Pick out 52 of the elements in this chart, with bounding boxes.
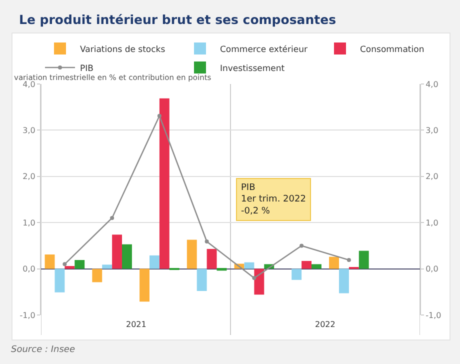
legend-label: PIB — [80, 64, 94, 74]
point — [62, 262, 67, 266]
y-tick-label: 1,0 — [22, 218, 36, 228]
bar — [254, 268, 264, 295]
source-note: Source : Insee — [11, 345, 76, 355]
bar — [102, 264, 112, 269]
bar — [216, 268, 227, 271]
text: 2022 — [315, 320, 336, 329]
bar — [122, 244, 132, 269]
bar — [186, 240, 197, 269]
y2-tick-label: 1,0 — [426, 218, 438, 228]
legend-label: Variations de stocks — [80, 44, 166, 55]
bar — [54, 268, 65, 292]
y-tick-label: -1,0 — [20, 310, 36, 320]
point — [204, 240, 209, 244]
bar — [140, 268, 150, 302]
point — [346, 258, 351, 262]
bar — [196, 268, 207, 291]
bar — [338, 268, 349, 294]
bar — [149, 255, 160, 269]
bar — [44, 254, 55, 269]
bar — [329, 256, 339, 269]
bar — [244, 262, 254, 269]
y-tick-label: 3,0 — [22, 126, 36, 135]
legend-label: Investissement — [220, 64, 286, 74]
text: 2021 — [126, 320, 146, 329]
bar — [312, 264, 322, 269]
y2-tick-label: 2,0 — [426, 172, 438, 182]
bar — [74, 260, 85, 269]
bar — [302, 260, 312, 269]
bar — [358, 250, 369, 269]
chart-title: Le produit intérieur brut et ses composantes — [19, 12, 336, 27]
legend-label: Consommation — [360, 44, 424, 55]
point — [252, 276, 256, 280]
y-tick-label: 2,0 — [22, 172, 36, 182]
bar — [112, 234, 122, 269]
bar — [64, 266, 75, 269]
bar — [292, 268, 302, 280]
y2-tick-label: 4,0 — [426, 80, 438, 89]
y2-tick-label: 3,0 — [426, 126, 438, 135]
bar — [159, 98, 170, 269]
bar — [206, 248, 217, 269]
point — [157, 114, 162, 118]
y2-tick-label: -1,0 — [426, 310, 442, 320]
y-tick-label: 0,0 — [22, 264, 36, 274]
point — [300, 244, 304, 248]
point — [110, 216, 114, 220]
y2-tick-label: 0,0 — [426, 264, 438, 274]
y-tick-label: 4,0 — [22, 80, 36, 89]
bar — [92, 268, 102, 282]
legend-label: Commerce extérieur — [220, 44, 308, 55]
annotation: PIB 1er trim. 2022 -0,2 % — [241, 183, 306, 216]
